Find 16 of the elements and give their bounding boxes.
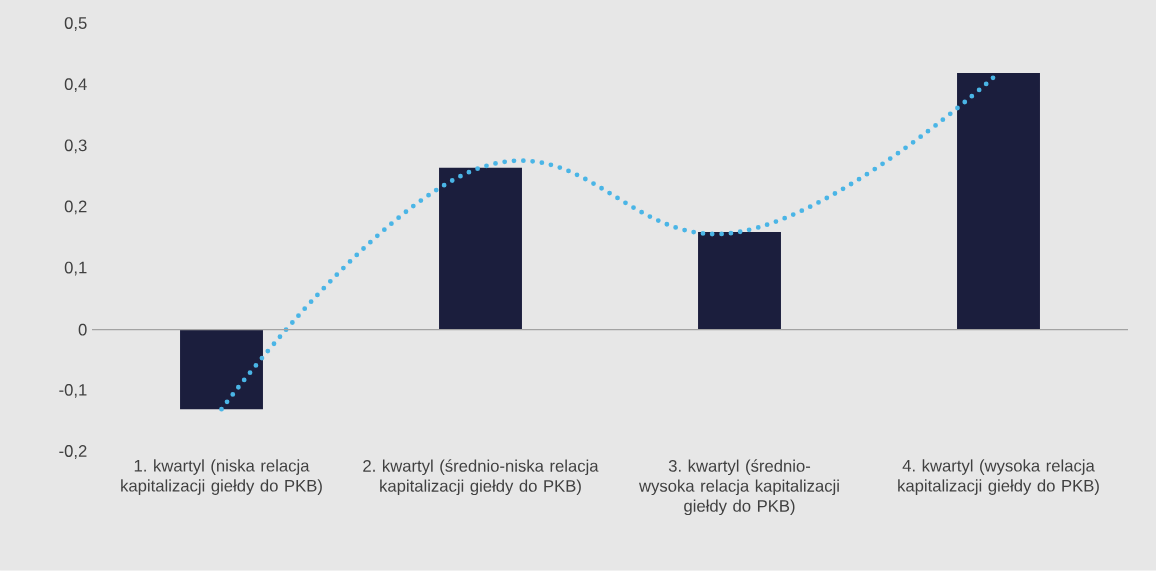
y-tick-label: 0,5 xyxy=(64,17,87,32)
y-tick-label: -0,1 xyxy=(59,384,87,398)
y-tick-label: 0,4 xyxy=(64,78,87,93)
y-tick-label: 0 xyxy=(78,323,87,336)
x-tick-label: 4. kwartyl (wysoka relacja kapitalizacji giełdy do PKB) xyxy=(898,459,1099,496)
y-tick-label: 0,3 xyxy=(64,139,87,154)
x-tick-label: 2. kwartyl (średnio-niska relacja kapitalizacji giełdy do PKB) xyxy=(363,459,599,496)
y-tick-label: 0,2 xyxy=(64,200,87,215)
bar xyxy=(957,73,1040,330)
bar xyxy=(439,167,522,330)
y-tick-label: 0,1 xyxy=(64,261,87,276)
bar xyxy=(180,329,263,410)
x-tick-label: 3. kwartyl (średnio-wysoka relacja kapitalizacji giełdy do PKB) xyxy=(638,459,839,516)
bar xyxy=(698,232,781,330)
y-tick-label: -0,2 xyxy=(59,445,87,460)
x-tick-label: 1. kwartyl (niska relacja kapitalizacji giełdy do PKB) xyxy=(121,459,322,496)
